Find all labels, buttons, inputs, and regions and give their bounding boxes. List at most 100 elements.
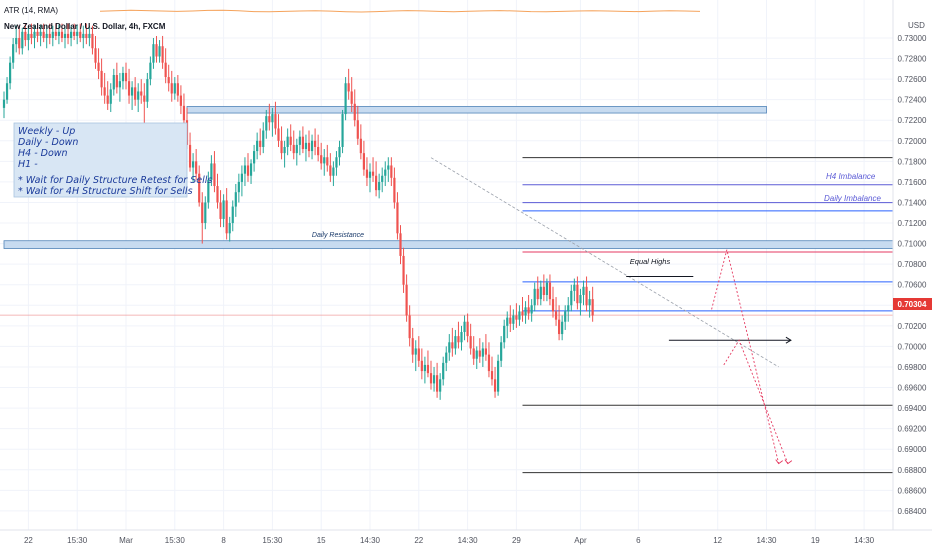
- candle-body: [36, 31, 39, 36]
- price-tick-label: 0.69400: [898, 404, 927, 413]
- candle-body: [371, 171, 375, 176]
- candle-body: [463, 321, 466, 333]
- time-tick-label: 19: [811, 536, 820, 545]
- time-tick-label: 6: [636, 536, 641, 545]
- candle-body: [30, 33, 33, 38]
- candle-body: [518, 311, 521, 320]
- candle-body: [384, 169, 387, 176]
- current-price-tag: [893, 298, 932, 310]
- price-tick-label: 0.70200: [898, 322, 927, 331]
- projection-path-2: [723, 339, 789, 464]
- candle-body: [429, 373, 433, 384]
- daily-resistance-zone: [3, 240, 932, 249]
- candle-body: [106, 95, 109, 104]
- candle-body: [237, 181, 240, 193]
- time-tick-label: 14:30: [756, 536, 777, 545]
- candle-body: [231, 206, 234, 224]
- candle-body: [45, 33, 48, 38]
- time-axis[interactable]: 22 15:30 Mar 15:30 8 15:30 15 14:30 22 14:30 29 Apr…: [24, 536, 875, 545]
- candle-body: [73, 31, 76, 36]
- candle-body: [554, 311, 558, 320]
- candle-body: [466, 321, 469, 337]
- candle-body: [82, 33, 85, 38]
- candle-body: [170, 83, 173, 94]
- time-axis-background: [0, 530, 932, 550]
- candle-body: [182, 105, 186, 121]
- candle-body: [158, 46, 161, 57]
- candle-body: [588, 299, 591, 306]
- candle-body: [289, 136, 292, 145]
- candle-body: [60, 31, 64, 38]
- annotation-line-daily: Daily - Down: [18, 137, 78, 148]
- candle-body: [408, 315, 411, 339]
- candle-body: [70, 31, 73, 38]
- candle-body: [234, 192, 237, 207]
- candle-body: [317, 146, 320, 156]
- candle-body: [423, 364, 426, 372]
- candle-body: [249, 163, 253, 176]
- candle-body: [115, 75, 118, 88]
- candle-body: [66, 33, 70, 38]
- price-tick-label: 0.71400: [898, 198, 927, 207]
- time-tick-label: 14:30: [854, 536, 875, 545]
- candle-body: [393, 177, 396, 203]
- price-tick-label: 0.72800: [898, 55, 927, 64]
- candle-body: [417, 348, 420, 361]
- candle-body: [344, 83, 347, 115]
- candle-body: [15, 38, 18, 45]
- daily-resistance-label: Daily Resistance: [312, 232, 364, 239]
- candle-body: [509, 317, 512, 324]
- candle-body: [576, 284, 579, 304]
- candle-body: [414, 348, 417, 355]
- candle-body: [63, 33, 67, 38]
- candle-body: [198, 173, 201, 203]
- candle-body: [359, 138, 362, 154]
- candle-body: [378, 181, 381, 191]
- price-tick-label: 0.69200: [898, 425, 927, 434]
- candle-body: [487, 354, 491, 372]
- time-tick-label: 22: [414, 536, 423, 545]
- price-axis[interactable]: 0.73000 0.72800 0.72600 0.72400 0.72200 0.720…: [898, 34, 927, 516]
- price-tick-label: 0.71000: [898, 240, 927, 249]
- atr-indicator-label[interactable]: ATR (14, RMA): [4, 6, 58, 15]
- projection-arrowhead-2: [784, 459, 793, 465]
- price-tick-label: 0.68600: [898, 486, 927, 495]
- annotation-line-4h-shift: * Wait for 4H Structure Shift for Sells: [18, 186, 193, 197]
- time-tick-label: 15: [317, 536, 326, 545]
- candle-body: [124, 72, 128, 82]
- candle-body: [332, 167, 335, 176]
- candle-body: [460, 332, 463, 343]
- drawings-layer: [430, 157, 793, 465]
- candle-body: [240, 173, 243, 182]
- candle-body: [265, 116, 268, 131]
- annotation-line-daily-retest: * Wait for Daily Structure Retest for Se…: [18, 175, 212, 186]
- candle-body: [149, 62, 152, 80]
- candle-body: [134, 87, 137, 100]
- trendline-dashed: [430, 157, 779, 368]
- candle-body: [277, 128, 280, 141]
- atr-indicator-pane: [99, 9, 701, 13]
- candle-body: [561, 321, 564, 335]
- price-tick-label: 0.72200: [898, 116, 927, 125]
- candle-body: [396, 202, 399, 234]
- price-tick-label: 0.70000: [898, 342, 927, 351]
- price-tick-label: 0.72000: [898, 137, 927, 146]
- candle-body: [118, 81, 121, 88]
- candle-body: [210, 163, 213, 180]
- candle-body: [381, 175, 384, 182]
- symbol-title[interactable]: New Zealand Dollar / U.S. Dollar, 4h, FX…: [4, 22, 166, 31]
- annotation-line-h1: H1 -: [18, 159, 38, 170]
- candle-body: [497, 360, 500, 392]
- candle-body: [146, 79, 149, 102]
- candle-body: [338, 146, 341, 158]
- time-tick-label: 29: [512, 536, 521, 545]
- candle-body: [390, 165, 393, 178]
- candle-body: [54, 31, 57, 36]
- candle-body: [5, 83, 9, 100]
- candle-body: [350, 91, 353, 104]
- candle-body: [140, 91, 143, 96]
- candle-body: [298, 136, 301, 145]
- candle-body: [301, 136, 304, 150]
